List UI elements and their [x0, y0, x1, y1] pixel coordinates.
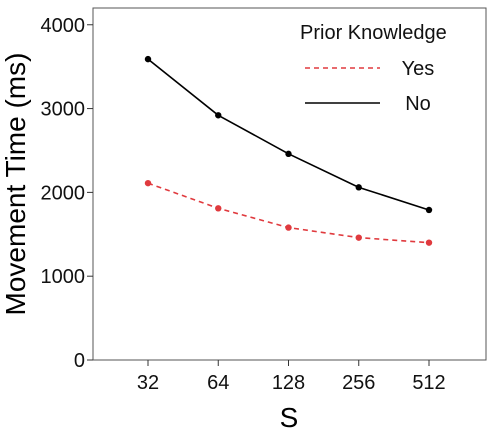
x-tick-label: 64 [207, 372, 229, 394]
legend-label-no: No [405, 93, 431, 115]
x-tick-label: 512 [412, 372, 445, 394]
x-axis-title: S [280, 402, 299, 433]
y-tick-label: 3000 [41, 99, 86, 121]
series-line-no [147, 58, 430, 211]
legend-label-yes: Yes [402, 58, 435, 80]
data-point-yes [285, 224, 292, 231]
plot-frame [92, 7, 487, 361]
data-point-no [425, 206, 433, 214]
y-tick-label: 2000 [41, 182, 86, 204]
data-point-yes [355, 234, 362, 241]
x-tick-label: 32 [137, 372, 159, 394]
data-point-no [144, 55, 152, 63]
data-point-yes [425, 239, 433, 246]
data-point-no [355, 184, 362, 191]
y-tick-label: 0 [74, 350, 85, 372]
x-tick-label: 128 [272, 372, 305, 394]
data-point-yes [144, 179, 152, 187]
y-axis-title: Movement Time (ms) [0, 53, 31, 316]
y-tick-label: 1000 [41, 266, 86, 288]
series-line-yes [147, 182, 430, 244]
x-axis-ticks: 32 64 128 256 512 [137, 360, 446, 394]
series-layer [144, 55, 433, 246]
x-tick-label: 256 [342, 372, 375, 394]
legend: Prior Knowledge Yes No [300, 22, 447, 115]
legend-entries: Yes No [305, 58, 434, 115]
data-point-yes [215, 205, 222, 212]
y-tick-label: 4000 [41, 15, 86, 37]
data-point-no [215, 112, 222, 119]
legend-title: Prior Knowledge [300, 22, 447, 44]
y-axis-ticks: 0 1000 2000 3000 4000 [41, 15, 93, 372]
data-point-no [285, 150, 292, 158]
